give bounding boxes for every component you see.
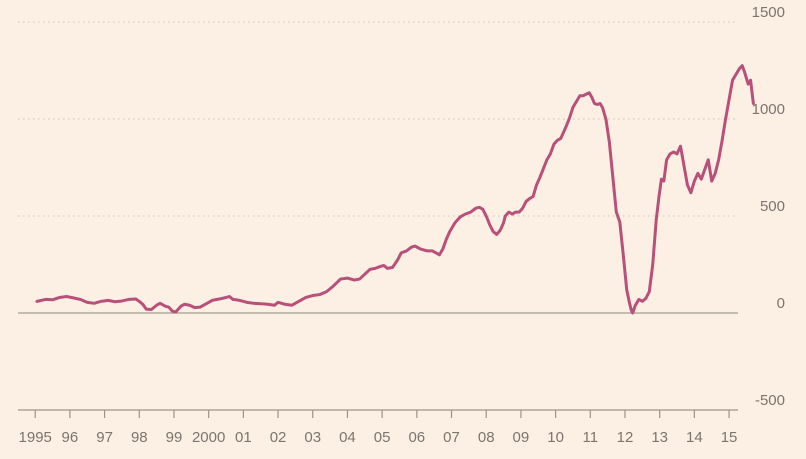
y-tick-label: 1500 bbox=[752, 4, 785, 21]
x-tick-label: 11 bbox=[583, 429, 599, 446]
y-tick-label: -500 bbox=[755, 392, 785, 409]
series-line bbox=[35, 64, 755, 315]
x-tick-label: 15 bbox=[721, 429, 738, 446]
x-tick-label: 96 bbox=[62, 429, 79, 446]
x-tick-label: 04 bbox=[339, 429, 356, 446]
x-tick-label: 01 bbox=[235, 429, 252, 446]
x-tick-label: 97 bbox=[96, 429, 113, 446]
x-tick-label: 14 bbox=[686, 429, 703, 446]
x-tick-label: 06 bbox=[408, 429, 425, 446]
x-tick-label: 99 bbox=[166, 429, 183, 446]
x-tick-label: 1995 bbox=[19, 429, 52, 446]
y-tick-label: 0 bbox=[777, 295, 785, 312]
y-tick-label: 500 bbox=[760, 198, 785, 215]
x-tick-label: 2000 bbox=[192, 429, 225, 446]
x-tick-label: 02 bbox=[270, 429, 287, 446]
x-tick-label: 07 bbox=[443, 429, 460, 446]
series-layer bbox=[35, 64, 755, 315]
gridlines bbox=[18, 21, 738, 411]
x-tick-label: 08 bbox=[478, 429, 495, 446]
x-tick-label: 13 bbox=[651, 429, 668, 446]
y-tick-label: 1000 bbox=[752, 101, 785, 118]
x-tick-label: 98 bbox=[131, 429, 148, 446]
x-tick-label: 05 bbox=[374, 429, 391, 446]
x-tick-label: 03 bbox=[304, 429, 321, 446]
y-tick-labels: 1500 1000 500 0 -500 bbox=[752, 4, 785, 409]
series-points bbox=[36, 65, 754, 314]
x-tick-label: 09 bbox=[513, 429, 530, 446]
x-axis: 1995 96 97 98 99 2000 01 02 03 04 05 06 07 08 09 10 11 12… bbox=[19, 410, 738, 446]
x-tick-label: 10 bbox=[547, 429, 564, 446]
x-tick-label: 12 bbox=[617, 429, 634, 446]
